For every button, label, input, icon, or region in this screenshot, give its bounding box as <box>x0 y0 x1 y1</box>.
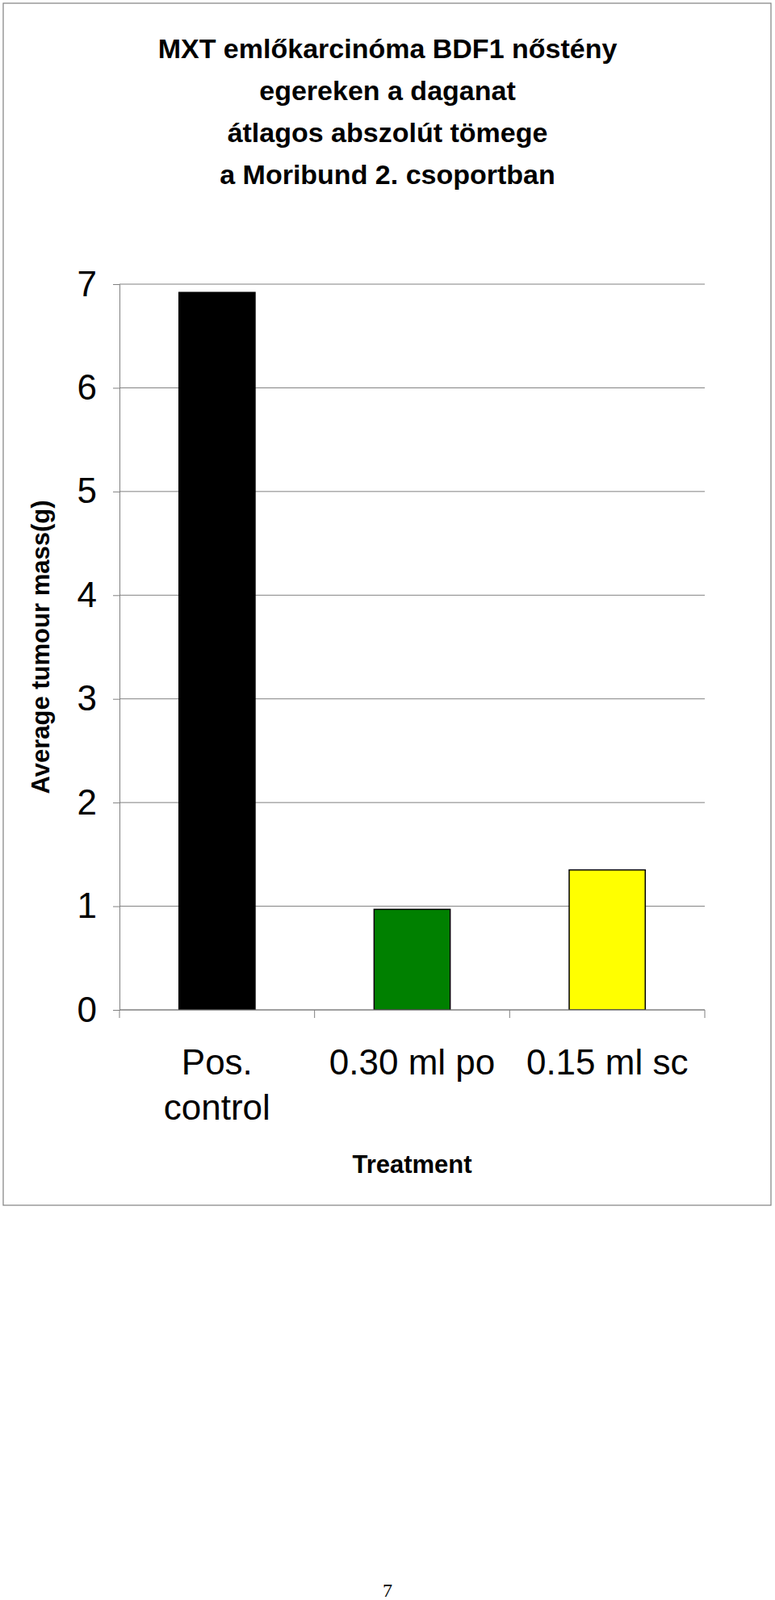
y-tick: 1 <box>77 885 120 926</box>
y-tick: 6 <box>77 367 120 407</box>
y-tick: 0 <box>77 989 120 1030</box>
y-tick-mark <box>113 1009 120 1011</box>
title: MXT emlőkarcinóma BDF1 nőstényegereken a… <box>158 33 618 190</box>
y-tick-mark <box>113 284 120 285</box>
x-axis-title: Treatment <box>351 1150 472 1179</box>
y-tick: 3 <box>77 678 120 718</box>
y-tick-label: 5 <box>77 470 97 511</box>
y-tick-label: 0 <box>77 989 97 1030</box>
x-axis-line <box>119 1009 705 1011</box>
x-tick-label: 0.30 ml po <box>329 1042 495 1082</box>
y-tick-label: 2 <box>77 782 97 822</box>
x-tick-mark <box>314 1009 315 1018</box>
grid-line <box>119 1009 705 1011</box>
y-tick: 4 <box>77 574 120 615</box>
grid-line <box>119 284 705 285</box>
bar <box>569 870 646 1010</box>
y-tick-mark <box>113 802 120 804</box>
x-tick-mark <box>509 1009 511 1018</box>
y-tick: 5 <box>77 470 120 511</box>
bar <box>373 909 450 1010</box>
y-tick: 7 <box>77 263 120 304</box>
bar <box>179 292 256 1010</box>
y-tick-mark <box>113 491 120 493</box>
y-tick-mark <box>113 906 120 908</box>
y-tick-label: 3 <box>77 678 97 718</box>
y-axis: 0 1 2 3 4 5 6 7 <box>77 263 121 1030</box>
y-axis-title: Average tumour mass(g) <box>26 499 55 794</box>
y-tick-mark <box>113 594 120 596</box>
x-tick-mark <box>119 1009 121 1018</box>
y-tick-mark <box>113 387 120 389</box>
x-tick-label: Pos.control <box>163 1042 271 1127</box>
x-tick-mark <box>704 1009 706 1018</box>
y-tick-label: 6 <box>77 367 97 407</box>
x-tick-label: 0.15 ml sc <box>526 1042 689 1082</box>
y-tick-label: 4 <box>77 574 97 615</box>
chart: MXT emlőkarcinóma BDF1 nőstényegereken a… <box>0 0 775 1600</box>
x-axis: Pos.control 0.30 ml po 0.15 ml sc <box>119 1009 705 1127</box>
y-axis-line <box>113 284 121 1011</box>
y-tick-label: 1 <box>77 885 97 926</box>
bars <box>179 292 646 1010</box>
y-tick: 2 <box>77 782 120 822</box>
y-tick-label: 7 <box>77 263 97 304</box>
chart-frame <box>3 3 771 1206</box>
grid <box>119 284 705 1010</box>
page-number: 7 <box>382 1579 393 1600</box>
y-tick-mark <box>113 699 120 700</box>
